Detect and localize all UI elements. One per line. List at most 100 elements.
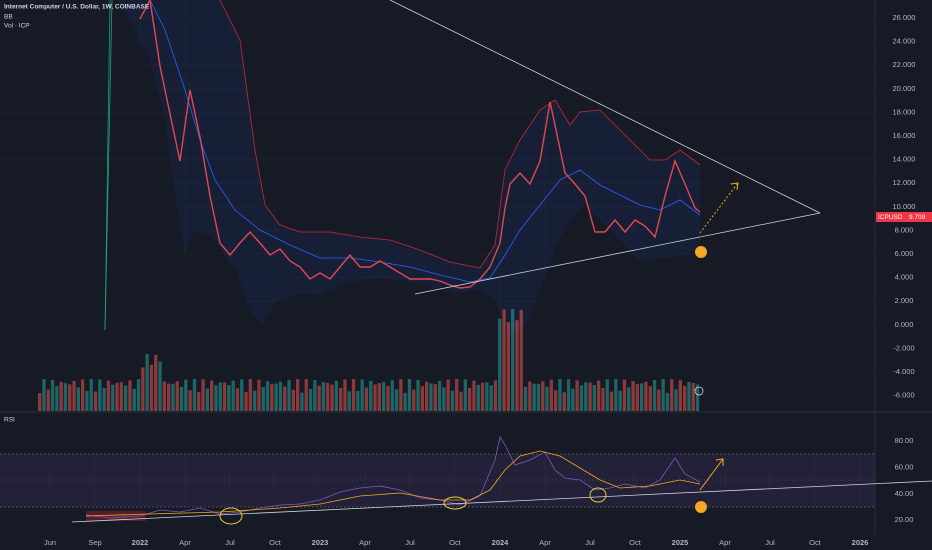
price-tag-value: 9.709 — [909, 214, 926, 221]
price-axis-label: 0.000 — [895, 320, 914, 329]
volume-bar — [218, 382, 222, 411]
volume-bar — [136, 379, 141, 411]
volume-bar — [442, 387, 446, 411]
price-axis-label: -2.000 — [893, 343, 914, 352]
volume-bar — [407, 379, 412, 411]
trendline-top — [389, 0, 821, 214]
volume-bar — [248, 379, 252, 411]
volume-bar — [50, 380, 55, 411]
volume-bar — [386, 385, 390, 411]
axis-labels: 26.000 24.000 22.000 20.000 18.000 16.000 14.0… — [44, 13, 916, 547]
volume-bar — [253, 390, 257, 411]
volume-bar — [468, 388, 472, 411]
volume-bar — [377, 383, 381, 411]
projection-arrow — [699, 182, 739, 234]
volume-bar — [93, 391, 98, 411]
volume-bar — [63, 383, 68, 411]
volume-bar — [515, 320, 519, 411]
volume-bar — [334, 380, 338, 411]
volume-bar — [648, 386, 652, 411]
volume-bar — [485, 382, 489, 411]
volume-bar — [687, 381, 691, 411]
rsi-axis-label: 20.00 — [895, 515, 914, 524]
time-axis-label: Jul — [225, 538, 235, 547]
volume-bar — [575, 380, 579, 411]
time-axis-label: Jul — [765, 538, 775, 547]
volume-bar — [523, 386, 528, 411]
time-axis-label: 2026 — [852, 538, 869, 547]
volume-bar — [106, 380, 111, 411]
volume-bar — [188, 390, 192, 411]
volume-bar — [480, 382, 485, 411]
volume-bar — [403, 392, 407, 411]
rsi-title: RSI — [4, 417, 15, 424]
volume-bar — [437, 381, 442, 411]
volume-bar — [601, 388, 605, 411]
volume-bar — [373, 384, 377, 411]
volume-bar — [558, 379, 562, 411]
price-tag-symbol: ICPUSD — [878, 214, 903, 221]
indicator-label: Vol · ICP — [4, 23, 30, 30]
volume-bar — [498, 318, 502, 411]
rsi-trendline — [71, 480, 932, 523]
price-axis-label: 6.000 — [895, 249, 914, 258]
volume-bar — [38, 393, 42, 411]
time-axis-label: 2024 — [492, 538, 510, 547]
volume-bar — [343, 379, 347, 411]
volume-bar — [394, 389, 399, 411]
volume-bar — [532, 383, 536, 411]
volume-bar — [261, 387, 265, 411]
time-axis-label: Oct — [269, 538, 282, 547]
volume-bar — [528, 381, 532, 411]
rsi-axis-label: 80.00 — [895, 436, 914, 445]
volume-bar — [678, 380, 682, 411]
volume-bar — [369, 380, 373, 411]
volume-bar — [68, 384, 72, 411]
volume-bar — [450, 390, 455, 411]
volume-bar — [614, 379, 618, 411]
volume-bar — [674, 389, 678, 411]
volume-bar — [205, 388, 209, 411]
volume-bar — [339, 387, 343, 411]
volume-bar — [472, 380, 476, 411]
volume-bar — [562, 392, 566, 411]
volume-bar — [399, 379, 403, 411]
volume-bar — [502, 309, 506, 411]
bollinger-lower-start — [104, 0, 113, 331]
volume-bar — [81, 379, 85, 411]
volume-bar — [119, 382, 123, 411]
price-axis-label: 16.000 — [893, 131, 916, 140]
time-axis-label: Oct — [809, 538, 822, 547]
volume-bar — [46, 389, 50, 411]
volume-bar — [231, 380, 235, 411]
volume-bar — [296, 379, 300, 411]
volume-bar — [351, 379, 356, 411]
time-axis-label: Jul — [405, 538, 415, 547]
volume-bar — [270, 384, 274, 411]
volume-bar — [235, 388, 240, 411]
volume-bar — [541, 381, 545, 411]
highlight — [443, 496, 467, 510]
price-axis-label: 14.000 — [893, 155, 916, 164]
volume-bar — [158, 361, 162, 411]
time-axis-label: Oct — [449, 538, 462, 547]
volume-bar — [661, 379, 665, 411]
volume-bar — [360, 379, 364, 411]
volume-bar — [657, 389, 661, 411]
volume-bar — [291, 389, 295, 411]
volume-bar — [665, 392, 670, 411]
volume-bar — [244, 391, 248, 411]
hand-icon — [695, 501, 707, 513]
volume-bar — [85, 390, 89, 411]
volume-bar — [382, 381, 386, 411]
volume-bar — [171, 383, 175, 411]
volume-bar — [652, 379, 657, 411]
time-axis-label: 2025 — [672, 538, 689, 547]
volume-bar — [141, 367, 145, 411]
time-axis-label: Apr — [539, 538, 551, 547]
trendline-bottom — [414, 212, 821, 295]
bollinger-fill — [110, 0, 700, 335]
volume-bar — [210, 380, 214, 411]
grid — [0, 0, 875, 535]
